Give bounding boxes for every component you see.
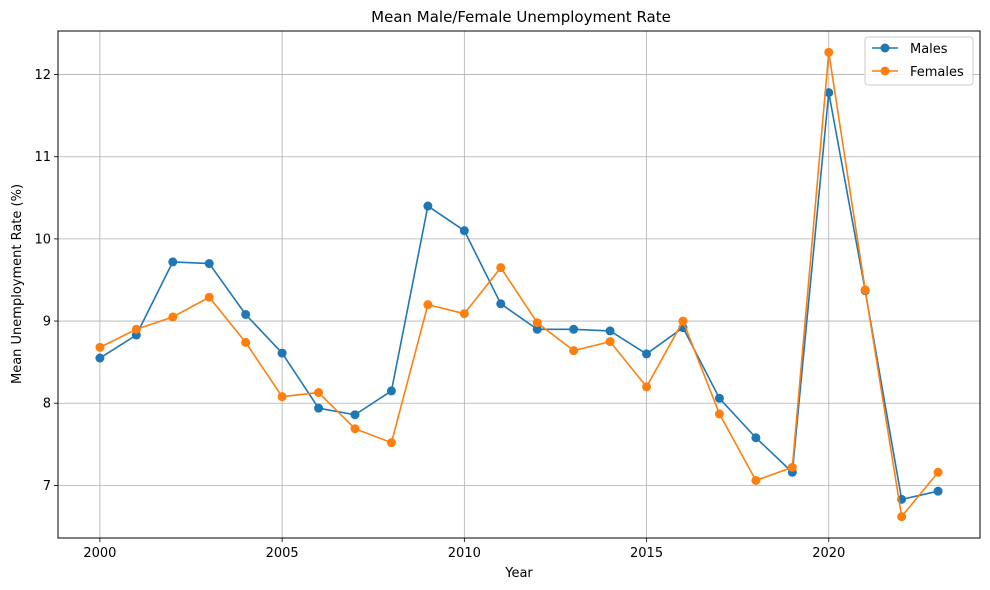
data-point-males	[277, 348, 287, 358]
ticks: 2000 2005 2010 2015 2020 7 8 9 10 11 12	[34, 68, 845, 561]
data-point-females	[95, 342, 105, 352]
series-layer	[95, 47, 943, 522]
legend-marker-males	[880, 43, 890, 53]
data-point-females	[241, 337, 251, 347]
data-point-males	[350, 410, 360, 420]
y-tick-label: 7	[43, 479, 51, 494]
x-tick-label: 2010	[448, 546, 481, 561]
series-line-males	[99, 91, 939, 501]
legend-label-females: Females	[910, 65, 964, 80]
x-tick-label: 2020	[812, 546, 845, 561]
data-point-males	[423, 201, 433, 211]
y-tick-label: 11	[34, 150, 51, 165]
data-point-females	[386, 438, 396, 448]
data-point-males	[714, 393, 724, 403]
y-tick-label: 8	[43, 397, 51, 412]
data-point-females	[532, 318, 542, 328]
data-point-females	[787, 462, 797, 472]
data-point-females	[131, 324, 141, 334]
x-axis-title: Year	[504, 566, 533, 581]
grid	[58, 31, 980, 538]
data-point-males	[605, 326, 615, 336]
data-point-females	[933, 467, 943, 477]
data-point-females	[751, 475, 761, 485]
legend-box	[864, 36, 974, 86]
data-point-females	[459, 309, 469, 319]
data-point-females	[168, 312, 178, 322]
data-point-females	[824, 47, 834, 57]
series-line-females	[99, 51, 939, 518]
data-point-females	[714, 409, 724, 419]
x-tick-label: 2005	[266, 546, 299, 561]
data-point-females	[860, 285, 870, 295]
data-point-males	[751, 433, 761, 443]
data-point-males	[569, 324, 579, 334]
legend: Males Females	[864, 36, 974, 86]
data-point-females	[423, 300, 433, 310]
y-axis-title: Mean Unemployment Rate (%)	[10, 184, 25, 384]
data-point-females	[496, 263, 506, 273]
data-point-females	[569, 346, 579, 356]
data-point-males	[459, 226, 469, 236]
legend-marker-females	[880, 66, 890, 76]
data-point-females	[605, 337, 615, 347]
series-females	[95, 47, 943, 522]
data-point-males	[204, 259, 214, 269]
data-point-males	[642, 349, 652, 359]
data-point-males	[386, 386, 396, 396]
data-point-females	[314, 388, 324, 398]
data-point-males	[496, 299, 506, 309]
data-point-males	[95, 353, 105, 363]
data-point-males	[314, 403, 324, 413]
data-point-females	[642, 382, 652, 392]
data-point-males	[241, 309, 251, 319]
data-point-males	[933, 486, 943, 496]
data-point-females	[897, 512, 907, 522]
chart-title: Mean Male/Female Unemployment Rate	[371, 8, 671, 26]
series-males	[95, 88, 943, 504]
plot-frame	[57, 30, 981, 539]
data-point-females	[678, 316, 688, 326]
data-point-males	[532, 324, 542, 334]
y-tick-label: 9	[43, 315, 51, 330]
legend-label-males: Males	[910, 42, 948, 57]
data-point-males	[824, 88, 834, 98]
y-tick-label: 10	[34, 232, 51, 247]
data-point-females	[204, 292, 214, 302]
y-tick-label: 12	[34, 68, 51, 83]
x-tick-label: 2015	[630, 546, 663, 561]
data-point-females	[277, 392, 287, 402]
data-point-females	[350, 424, 360, 434]
x-tick-label: 2000	[83, 546, 116, 561]
data-point-males	[168, 257, 178, 267]
